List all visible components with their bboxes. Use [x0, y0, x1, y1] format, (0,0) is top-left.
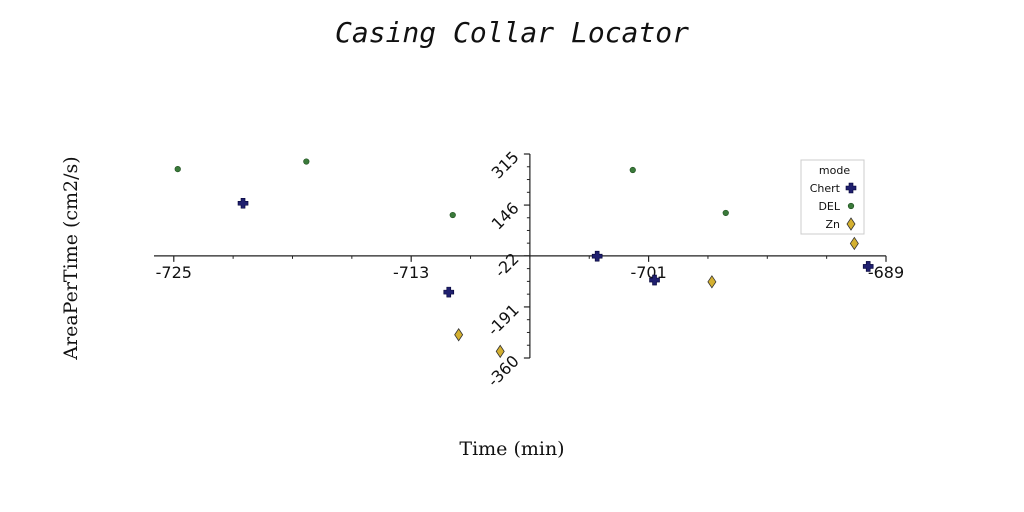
x-axis-ticks: -725 -713 -701 -689 — [156, 255, 904, 282]
y-tick-label: 146 — [488, 198, 523, 233]
legend-title: mode — [819, 164, 850, 177]
point-chert — [443, 286, 455, 298]
chart-title: Casing Collar Locator — [335, 16, 689, 49]
point-zn — [495, 344, 505, 359]
x-tick-label: -713 — [393, 263, 429, 282]
y-tick-label: 315 — [488, 147, 523, 182]
legend-label-chert: Chert — [810, 182, 841, 195]
data-points — [174, 158, 874, 359]
axes — [154, 154, 886, 358]
x-tick-label: -701 — [630, 263, 666, 282]
point-zn — [454, 328, 464, 342]
point-del — [303, 158, 310, 165]
y-tick-label: -191 — [484, 300, 523, 339]
x-tick-label: -725 — [156, 263, 192, 282]
point-del — [722, 209, 729, 217]
legend-label-del: DEL — [818, 200, 840, 213]
x-axis-label: Time (min) — [459, 438, 564, 460]
point-zn — [707, 275, 717, 289]
y-axis-ticks: 315 146 -22 -191 -360 — [484, 147, 530, 391]
y-tick-label: -360 — [484, 351, 523, 390]
legend: mode Chert DEL Zn — [800, 159, 865, 235]
legend-label-zn: Zn — [825, 218, 840, 231]
point-chert — [237, 197, 249, 209]
x-tick-label: -689 — [868, 263, 904, 282]
legend-marker-chert — [845, 182, 857, 194]
legend-marker-zn — [846, 217, 856, 231]
legend-marker-del — [847, 202, 855, 210]
point-del — [449, 211, 456, 219]
point-del — [629, 166, 636, 174]
y-axis-label: AreaPerTime (cm2/s) — [60, 156, 82, 360]
point-chert — [591, 250, 603, 262]
point-chert — [649, 274, 660, 286]
point-zn — [849, 236, 859, 251]
point-chert — [862, 261, 874, 272]
y-tick-label: -22 — [491, 249, 523, 281]
point-del — [174, 166, 181, 173]
